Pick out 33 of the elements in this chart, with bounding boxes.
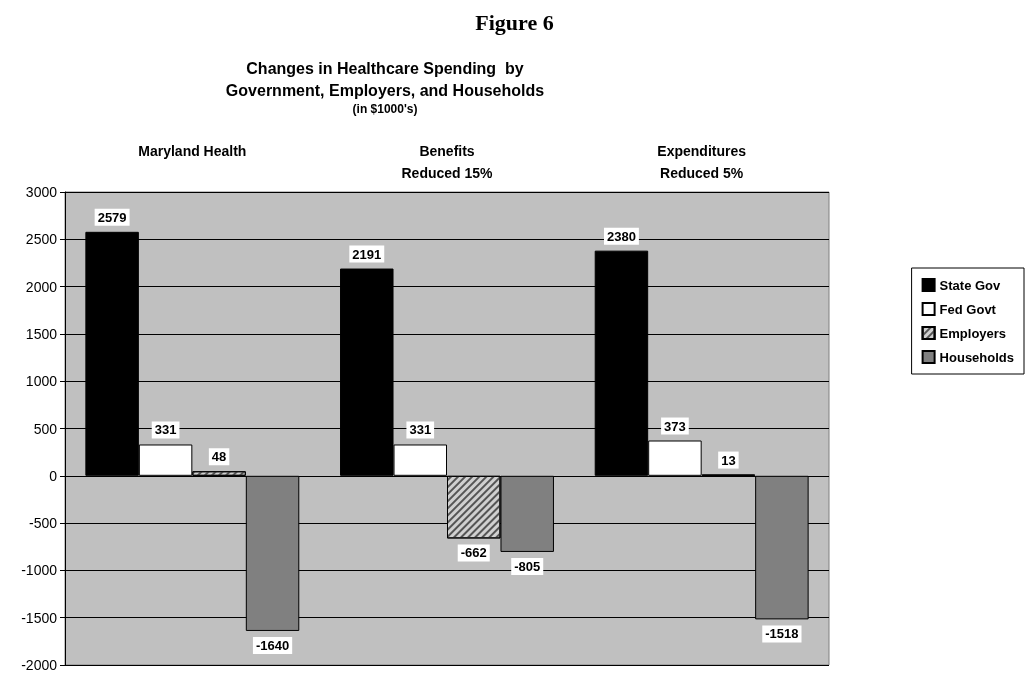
data-label: 2579 xyxy=(97,209,127,225)
legend-label: Fed Govt xyxy=(939,301,997,317)
data-label: -662 xyxy=(460,545,487,561)
chart-title: Figure 6 xyxy=(475,9,554,35)
legend-label: Employers xyxy=(939,325,1007,341)
data-label: 2380 xyxy=(606,228,636,244)
y-tick-label: 0 xyxy=(49,467,58,484)
y-tick-label: -500 xyxy=(28,515,58,532)
x-tick-label: Maryland Health xyxy=(138,143,247,159)
data-label: 48 xyxy=(211,449,227,465)
chart-subtitle: Changes in Healthcare Spending by Government, Employers, and Households xyxy=(225,59,545,99)
data-label: 13 xyxy=(721,452,736,468)
y-tick-label: 1000 xyxy=(25,373,58,390)
data-label: 331 xyxy=(409,422,432,438)
y-tick-label: 500 xyxy=(33,420,58,437)
data-label: -805 xyxy=(514,558,541,574)
data-label: -1518 xyxy=(765,626,799,642)
legend-label: Households xyxy=(939,349,1015,365)
y-tick-label: 2000 xyxy=(25,278,58,295)
data-label: 373 xyxy=(664,418,686,434)
y-tick-label: -2000 xyxy=(21,657,58,673)
x-tick-label: Expenditures Reduced 5% xyxy=(657,143,747,181)
data-label: -1640 xyxy=(255,637,290,653)
data-label: 2191 xyxy=(352,246,382,262)
y-tick-label: -1500 xyxy=(21,609,58,626)
text: (in $1000's) xyxy=(352,102,418,116)
data-label: 331 xyxy=(154,422,177,438)
y-tick-label: 2500 xyxy=(25,231,58,248)
x-tick-label: Benefits Reduced 15% xyxy=(401,143,494,181)
y-tick-label: -1000 xyxy=(21,562,58,579)
y-tick-label: 3000 xyxy=(25,184,58,200)
y-tick-label: 1500 xyxy=(25,325,58,342)
legend-label: State Gov xyxy=(939,277,1002,293)
